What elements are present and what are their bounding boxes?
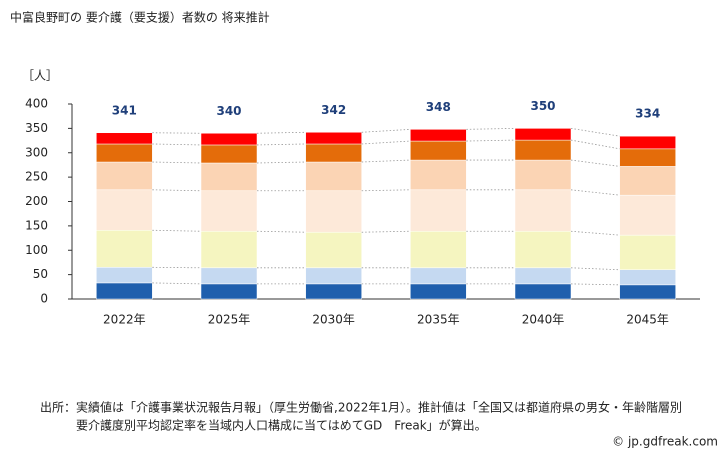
bar-segment bbox=[305, 161, 362, 192]
bar-segment bbox=[96, 282, 153, 300]
x-tick-label: 2025年 bbox=[208, 313, 251, 327]
bar-segment bbox=[305, 231, 362, 269]
x-tick-label: 2030年 bbox=[312, 313, 355, 327]
bar-segment bbox=[305, 143, 362, 163]
bar-segment bbox=[200, 133, 258, 146]
connector bbox=[256, 131, 306, 134]
x-tick-label: 2035年 bbox=[417, 313, 460, 327]
connector bbox=[152, 229, 202, 232]
y-tick-label: 0 bbox=[40, 292, 48, 306]
bar-segment bbox=[305, 283, 362, 300]
bar-segment bbox=[619, 269, 676, 286]
bar-segment bbox=[200, 144, 258, 164]
bar-segment bbox=[96, 267, 153, 284]
connector bbox=[466, 127, 516, 130]
y-tick-label: 350 bbox=[25, 121, 48, 135]
bar-segment bbox=[96, 230, 153, 268]
bar-segment bbox=[200, 267, 258, 285]
connector bbox=[152, 161, 202, 164]
bar-segment bbox=[514, 139, 572, 161]
connector bbox=[152, 282, 202, 285]
connector bbox=[570, 159, 620, 167]
bar-segment bbox=[96, 161, 153, 191]
y-tick-label: 200 bbox=[25, 194, 48, 208]
bar-segment bbox=[305, 132, 362, 145]
y-unit: ［人］ bbox=[22, 69, 58, 83]
x-tick-label: 2045年 bbox=[626, 313, 669, 327]
connector bbox=[361, 230, 411, 233]
bar-segment bbox=[619, 284, 676, 300]
connector bbox=[256, 143, 306, 146]
connector bbox=[152, 143, 202, 146]
connector bbox=[361, 140, 411, 145]
y-tick-label: 250 bbox=[25, 170, 48, 184]
bar-segment bbox=[96, 189, 153, 231]
bar-segment bbox=[514, 230, 572, 269]
y-tick-label: 50 bbox=[33, 267, 48, 281]
bar-segment bbox=[410, 230, 467, 269]
bar-segment bbox=[305, 267, 362, 285]
connector bbox=[466, 139, 516, 142]
connector bbox=[361, 128, 411, 133]
connector bbox=[361, 189, 411, 192]
connector bbox=[570, 127, 620, 137]
bar-segment bbox=[200, 162, 258, 192]
total-label: 342 bbox=[321, 103, 346, 117]
bar-segment bbox=[200, 230, 258, 269]
total-label: 348 bbox=[426, 100, 451, 114]
bar-segment bbox=[514, 283, 572, 300]
bar-segment bbox=[410, 140, 467, 161]
bar-segment bbox=[619, 166, 676, 196]
bar-segment bbox=[514, 189, 572, 232]
y-tick-label: 300 bbox=[25, 145, 48, 159]
connector bbox=[361, 159, 411, 163]
bar-segment bbox=[514, 267, 572, 285]
bar-segment bbox=[619, 148, 676, 167]
connector bbox=[570, 267, 620, 271]
bar-segment bbox=[200, 190, 258, 232]
connector bbox=[570, 230, 620, 236]
bar-segment bbox=[200, 283, 258, 300]
total-label: 340 bbox=[216, 104, 241, 118]
y-tick-label: 400 bbox=[25, 97, 48, 111]
source-note: 要介護度別平均認定率を当域内人口構成に当てはめてGD Freak」が算出。 bbox=[76, 418, 487, 433]
bar-segment bbox=[514, 159, 572, 191]
bar-segment bbox=[619, 194, 676, 236]
bar-segment bbox=[96, 132, 153, 145]
total-label: 350 bbox=[530, 99, 555, 113]
connector bbox=[570, 283, 620, 286]
connector bbox=[256, 230, 306, 233]
bar-segment bbox=[410, 129, 467, 142]
bar-segment bbox=[619, 234, 676, 270]
bar-segment bbox=[619, 135, 676, 150]
connector bbox=[152, 189, 202, 192]
connector bbox=[256, 161, 306, 164]
bar-segment bbox=[305, 190, 362, 233]
bar-segment bbox=[410, 159, 467, 191]
bar-segment bbox=[410, 189, 467, 232]
credit: © jp.gdfreak.com bbox=[612, 435, 718, 449]
source-note: 出所：実績値は「介護事業状況報告月報」（厚生労働省,2022年1月）。推計値は「… bbox=[40, 400, 682, 415]
bar-segment bbox=[410, 283, 467, 300]
connector bbox=[570, 139, 620, 150]
total-label: 341 bbox=[112, 103, 137, 117]
bar-segment bbox=[410, 267, 467, 285]
bar-segment bbox=[514, 128, 572, 141]
chart-title: 中富良野町の 要介護（要支援）者数の 将来推計 bbox=[10, 10, 270, 25]
x-tick-label: 2040年 bbox=[522, 313, 565, 327]
x-tick-label: 2022年 bbox=[103, 313, 146, 327]
bar-segment bbox=[96, 143, 153, 163]
total-label: 334 bbox=[635, 107, 660, 121]
y-tick-label: 150 bbox=[25, 218, 48, 232]
connector bbox=[570, 189, 620, 196]
y-tick-label: 100 bbox=[25, 243, 48, 257]
